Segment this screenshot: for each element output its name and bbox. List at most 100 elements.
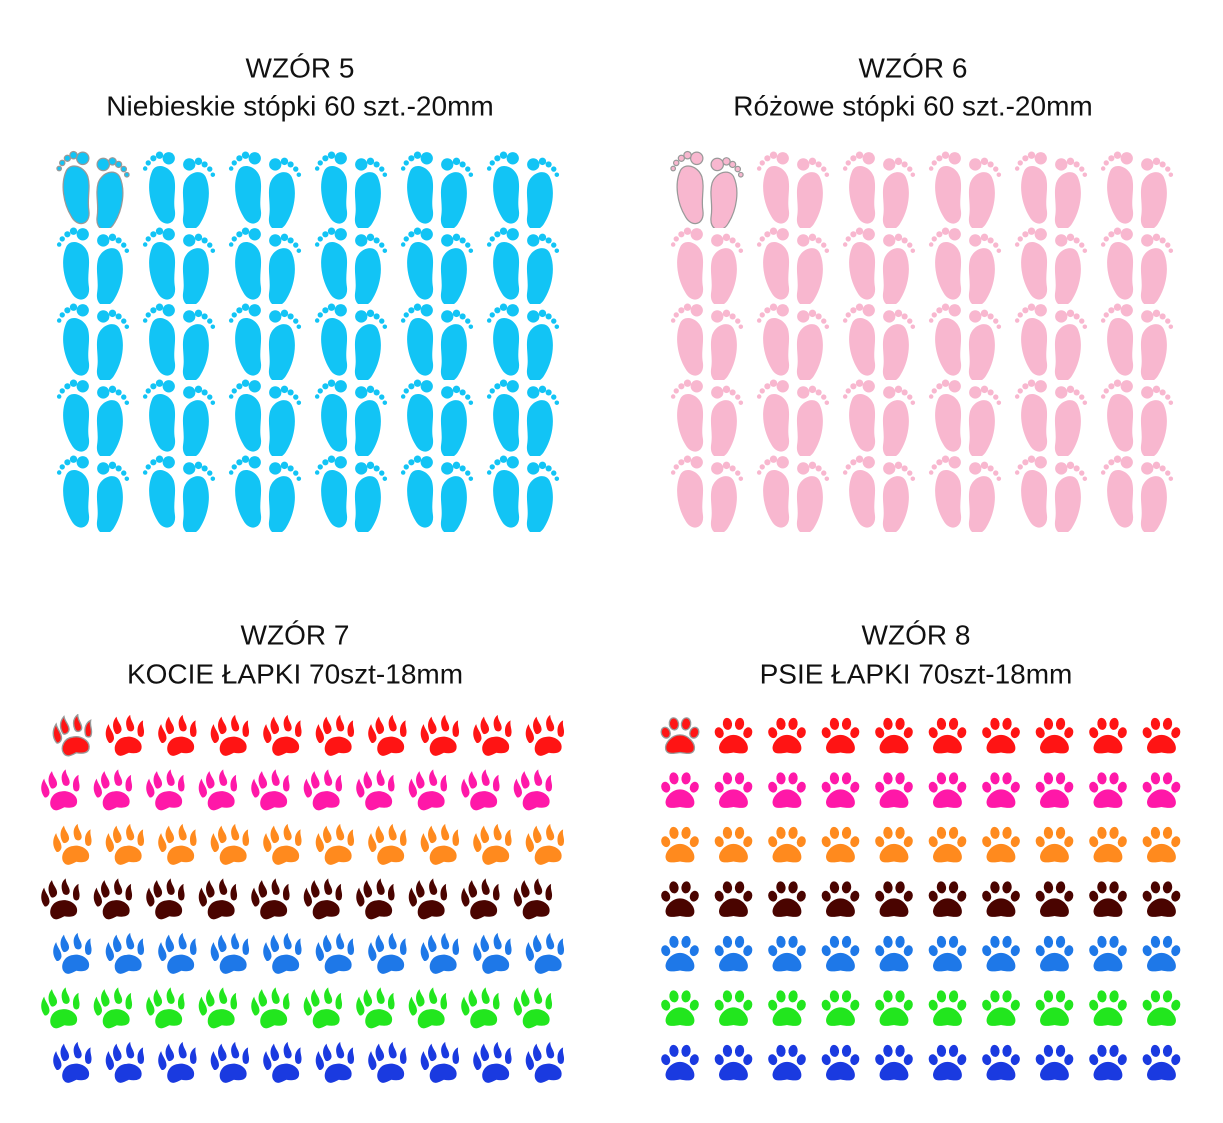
feet-sticker — [228, 303, 302, 380]
dog-paw-sticker — [980, 826, 1022, 863]
dog-paw-sticker — [927, 826, 968, 863]
feet-sticker — [1014, 151, 1088, 228]
cat-paw-sticker — [260, 932, 306, 977]
cat-paw-sticker — [522, 1041, 569, 1086]
dog-paw-sticker — [820, 717, 861, 754]
cat-paw-sticker — [470, 714, 516, 759]
dog-paw-sticker — [927, 880, 968, 917]
feet-sticker — [842, 303, 916, 380]
dog-paw-sticker — [659, 880, 701, 917]
cat-paw-sticker — [90, 768, 137, 813]
feet-sticker — [56, 303, 130, 380]
feet-sticker — [314, 151, 388, 228]
panel-title: WZÓR 6 — [859, 52, 968, 83]
feet-sticker — [400, 455, 474, 532]
dog-paw-sticker — [873, 880, 915, 917]
dog-paw-sticker — [873, 989, 915, 1026]
cat-paw-sticker — [195, 768, 242, 813]
feet-sticker — [670, 227, 744, 304]
dog-paw-sticker — [1034, 989, 1075, 1026]
dog-paw-sticker — [820, 880, 861, 917]
dog-paw-sticker — [980, 989, 1022, 1026]
dog-paw-sticker — [766, 771, 808, 808]
dog-paw-sticker — [1034, 826, 1075, 863]
dog-paw-sticker — [1087, 826, 1129, 863]
cat-paw-sticker — [405, 877, 452, 922]
cat-paw-sticker — [248, 986, 294, 1031]
cat-paw-sticker — [417, 932, 464, 977]
cat-paw-sticker — [143, 768, 189, 813]
dog-paw-sticker — [713, 989, 754, 1026]
dog-paw-sticker — [659, 935, 701, 972]
cat-paw-sticker — [155, 823, 201, 868]
panel-subtitle: KOCIE ŁAPKI 70szt-18mm — [127, 658, 463, 689]
cat-paw-sticker — [38, 877, 84, 922]
cat-paw-sticker — [155, 1041, 201, 1086]
cat-paw-sticker — [470, 823, 516, 868]
dog-paw-sticker — [927, 989, 968, 1026]
feet-sticker — [842, 455, 916, 532]
cat-paw-sticker — [248, 877, 294, 922]
dog-paw-sticker — [927, 717, 968, 754]
cat-paw-sticker — [417, 714, 464, 759]
feet-sticker — [314, 455, 388, 532]
feet-sticker — [842, 227, 916, 304]
feet-sticker — [756, 151, 830, 228]
feet-sticker — [228, 379, 302, 456]
cat-paw-sticker — [38, 986, 84, 1031]
dog-paw-sticker — [873, 826, 915, 863]
feet-sticker — [314, 227, 388, 304]
dog-paw-sticker — [820, 935, 861, 972]
panel-title: WZÓR 7 — [241, 619, 350, 650]
cat-paw-sticker — [405, 986, 452, 1031]
dog-paw-sticker — [873, 717, 915, 754]
cat-paw-sticker — [207, 714, 254, 759]
cat-paw-sticker — [50, 932, 96, 977]
cat-paw-sticker — [522, 932, 569, 977]
feet-sticker — [1100, 303, 1174, 380]
cat-paw-sticker — [312, 714, 359, 759]
feet-sticker — [928, 303, 1002, 380]
dog-paw-sticker — [713, 880, 754, 917]
dog-paw-sticker — [1141, 826, 1182, 863]
dog-paw-sticker — [1034, 880, 1075, 917]
dog-paw-sticker — [820, 989, 861, 1026]
dog-paw-sticker — [1141, 935, 1182, 972]
feet-sticker — [1014, 455, 1088, 532]
feet-sticker — [1014, 379, 1088, 456]
cat-paw-sticker — [207, 932, 254, 977]
feet-sticker — [486, 227, 560, 304]
feet-sticker — [670, 379, 744, 456]
dog-paw-sticker — [766, 826, 808, 863]
dog-paw-sticker — [1141, 880, 1182, 917]
feet-sticker — [756, 455, 830, 532]
feet-sticker — [842, 379, 916, 456]
dog-paw-sticker — [820, 771, 861, 808]
feet-sticker — [142, 227, 216, 304]
dog-paw-sticker — [1087, 1044, 1129, 1081]
feet-sticker — [486, 303, 560, 380]
dog-paw-sticker — [1141, 771, 1182, 808]
dog-paw-sticker — [1034, 1044, 1075, 1081]
dog-paw-sticker — [1141, 989, 1182, 1026]
cat-paw-sticker — [143, 877, 189, 922]
cat-paw-sticker — [195, 986, 242, 1031]
panel-title: WZÓR 8 — [862, 619, 971, 650]
panel-subtitle: PSIE ŁAPKI 70szt-18mm — [760, 658, 1073, 689]
dog-paw-sticker — [713, 717, 754, 754]
feet-sticker — [1014, 303, 1088, 380]
feet-sticker — [486, 379, 560, 456]
feet-sticker — [56, 227, 130, 304]
cat-paw-sticker — [102, 714, 149, 759]
feet-sticker — [756, 227, 830, 304]
feet-sticker — [142, 455, 216, 532]
dog-paw-sticker — [766, 880, 808, 917]
cat-paw-sticker — [353, 768, 399, 813]
feet-sticker — [1100, 227, 1174, 304]
cat-paw-sticker — [353, 877, 399, 922]
cat-paw-sticker — [312, 823, 359, 868]
cat-paw-sticker — [300, 877, 347, 922]
dog-paw-sticker — [980, 771, 1022, 808]
